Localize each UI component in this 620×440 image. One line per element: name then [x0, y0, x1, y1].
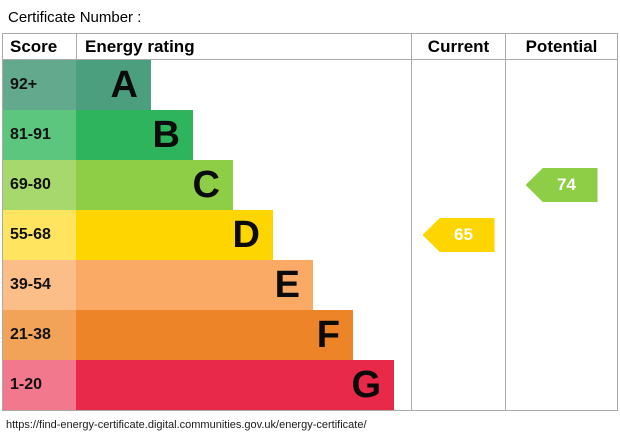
energy-rating-table: Score Energy rating Current Potential 92… — [2, 33, 618, 411]
band-letter: F — [316, 314, 340, 356]
potential-cell: 74 — [505, 160, 617, 210]
band-letter: C — [192, 164, 220, 206]
score-cell: 55-68 — [3, 210, 76, 260]
band-letter: E — [274, 264, 300, 306]
current-cell: 65 — [411, 210, 505, 260]
band-row-a: 92+ A — [3, 60, 617, 110]
potential-cell — [505, 110, 617, 160]
rating-cell: E — [76, 260, 411, 310]
potential-arrow: 74 — [525, 168, 598, 202]
rating-cell: D — [76, 210, 411, 260]
score-cell: 1-20 — [3, 360, 76, 410]
potential-cell — [505, 210, 617, 260]
score-cell: 92+ — [3, 60, 76, 110]
band-bar: B — [76, 110, 193, 160]
certificate-number-label: Certificate Number : — [8, 9, 142, 26]
band-bar: C — [76, 160, 233, 210]
score-cell: 39-54 — [3, 260, 76, 310]
band-row-f: 21-38 F — [3, 310, 617, 360]
band-letter: G — [351, 364, 381, 406]
potential-value: 74 — [557, 175, 576, 194]
potential-cell — [505, 360, 617, 410]
table-header: Score Energy rating Current Potential — [3, 34, 617, 60]
rating-cell: A — [76, 60, 411, 110]
current-cell — [411, 260, 505, 310]
band-bar: D — [76, 210, 273, 260]
header-score: Score — [10, 37, 58, 56]
header-potential: Potential — [505, 34, 617, 59]
rating-cell: B — [76, 110, 411, 160]
score-cell: 69-80 — [3, 160, 76, 210]
band-letter: B — [152, 114, 180, 156]
potential-cell — [505, 310, 617, 360]
band-row-g: 1-20 G — [3, 360, 617, 410]
score-cell: 81-91 — [3, 110, 76, 160]
header-current: Current — [411, 34, 505, 59]
score-cell: 21-38 — [3, 310, 76, 360]
current-cell — [411, 160, 505, 210]
current-value: 65 — [454, 225, 473, 244]
band-row-b: 81-91 B — [3, 110, 617, 160]
current-cell — [411, 60, 505, 110]
band-row-d: 55-68 D 65 — [3, 210, 617, 260]
band-bar: G — [76, 360, 394, 410]
current-arrow: 65 — [422, 218, 495, 252]
rating-cell: F — [76, 310, 411, 360]
current-cell — [411, 360, 505, 410]
rating-cell: G — [76, 360, 411, 410]
current-cell — [411, 310, 505, 360]
band-row-e: 39-54 E — [3, 260, 617, 310]
band-letter: A — [110, 64, 138, 106]
rating-cell: C — [76, 160, 411, 210]
band-letter: D — [232, 214, 260, 256]
band-row-c: 69-80 C 74 — [3, 160, 617, 210]
band-bar: F — [76, 310, 353, 360]
band-bar: E — [76, 260, 313, 310]
potential-cell — [505, 60, 617, 110]
header-energy-rating: Energy rating — [76, 34, 411, 59]
potential-cell — [505, 260, 617, 310]
band-bar: A — [76, 60, 151, 110]
current-cell — [411, 110, 505, 160]
certificate-url: https://find-energy-certificate.digital.… — [6, 419, 367, 431]
